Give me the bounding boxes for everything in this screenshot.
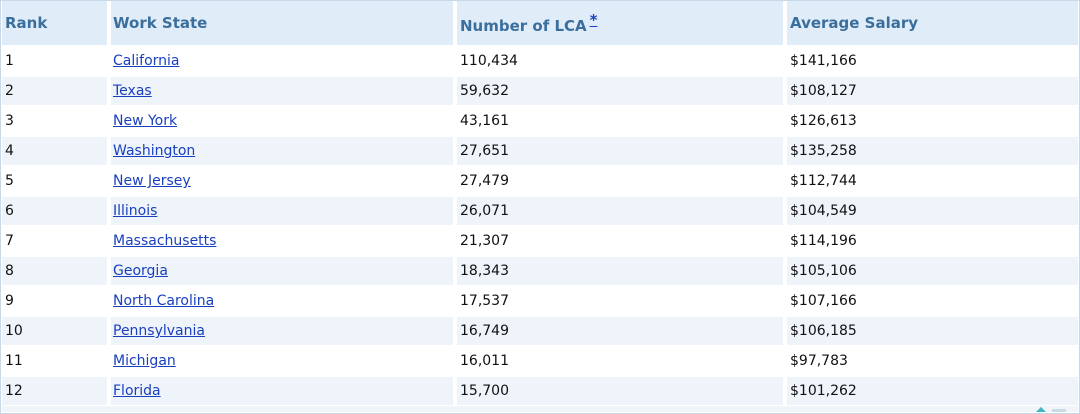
average-salary-cell: $104,549 (785, 196, 1078, 227)
work-state-cell: New Jersey (109, 166, 457, 197)
average-salary-cell: $97,783 (785, 346, 1078, 377)
rank-cell: 7 (2, 226, 111, 257)
scroll-corner (1036, 406, 1074, 412)
rank-cell: 1 (2, 46, 111, 77)
lca-by-state-table: Rank Work State Number of LCA * Average S… (2, 1, 1078, 407)
number-of-lca-cell: 59,632 (455, 76, 787, 107)
state-link[interactable]: Georgia (113, 263, 168, 279)
number-of-lca-cell: 18,343 (455, 256, 787, 287)
table-header-row: Rank Work State Number of LCA * Average S… (2, 1, 1078, 47)
table-row: 5 New Jersey 27,479 $112,744 (2, 166, 1078, 197)
state-link[interactable]: Michigan (113, 353, 176, 369)
state-link[interactable]: Massachusetts (113, 233, 217, 249)
table-row: 8 Georgia 18,343 $105,106 (2, 256, 1078, 287)
average-salary-cell: $105,106 (785, 256, 1078, 287)
state-link[interactable]: North Carolina (113, 293, 215, 309)
table-row: 2 Texas 59,632 $108,127 (2, 76, 1078, 107)
table-row: 9 North Carolina 17,537 $107,166 (2, 286, 1078, 317)
rank-cell: 6 (2, 196, 111, 227)
work-state-cell: Georgia (109, 256, 457, 287)
work-state-cell: Massachusetts (109, 226, 457, 257)
state-link[interactable]: Texas (113, 83, 152, 99)
rank-cell: 12 (2, 376, 111, 407)
work-state-cell: Michigan (109, 346, 457, 377)
horizontal-scrollbar[interactable] (2, 406, 1078, 412)
state-link[interactable]: New York (113, 113, 178, 129)
table-row: 1 California 110,434 $141,166 (2, 46, 1078, 77)
work-state-cell: North Carolina (109, 286, 457, 317)
scroll-arrow-icon[interactable] (1036, 407, 1046, 412)
average-salary-cell: $141,166 (785, 46, 1078, 77)
average-salary-cell: $101,262 (785, 376, 1078, 407)
work-state-cell: Pennsylvania (109, 316, 457, 347)
rank-cell: 2 (2, 76, 111, 107)
work-state-cell: Washington (109, 136, 457, 167)
rank-cell: 4 (2, 136, 111, 167)
table-row: 3 New York 43,161 $126,613 (2, 106, 1078, 137)
footnote-marker: * (590, 11, 598, 29)
number-of-lca-cell: 27,479 (455, 166, 787, 197)
table-row: 10 Pennsylvania 16,749 $106,185 (2, 316, 1078, 347)
number-of-lca-cell: 15,700 (455, 376, 787, 407)
average-salary-cell: $106,185 (785, 316, 1078, 347)
rank-cell: 9 (2, 286, 111, 317)
work-state-cell: Illinois (109, 196, 457, 227)
footnote-link[interactable]: * (589, 11, 598, 29)
rank-cell: 5 (2, 166, 111, 197)
header-number-of-lca: Number of LCA * (455, 1, 787, 47)
state-link[interactable]: Washington (113, 143, 196, 159)
table-row: 4 Washington 27,651 $135,258 (2, 136, 1078, 167)
work-state-cell: Florida (109, 376, 457, 407)
number-of-lca-cell: 43,161 (455, 106, 787, 137)
header-average-salary: Average Salary (785, 1, 1078, 47)
average-salary-cell: $126,613 (785, 106, 1078, 137)
header-rank: Rank (2, 1, 111, 47)
work-state-cell: Texas (109, 76, 457, 107)
average-salary-cell: $107,166 (785, 286, 1078, 317)
rank-cell: 8 (2, 256, 111, 287)
scroll-thumb[interactable] (1052, 409, 1066, 412)
number-of-lca-cell: 16,749 (455, 316, 787, 347)
rank-cell: 3 (2, 106, 111, 137)
table-body: 1 California 110,434 $141,166 2 Texas 59,632 $1… (2, 46, 1078, 407)
rank-cell: 10 (2, 316, 111, 347)
number-of-lca-cell: 27,651 (455, 136, 787, 167)
number-of-lca-cell: 17,537 (455, 286, 787, 317)
state-link[interactable]: Florida (113, 383, 161, 399)
average-salary-cell: $114,196 (785, 226, 1078, 257)
table-row: 7 Massachusetts 21,307 $114,196 (2, 226, 1078, 257)
average-salary-cell: $135,258 (785, 136, 1078, 167)
work-state-cell: New York (109, 106, 457, 137)
work-state-cell: California (109, 46, 457, 77)
number-of-lca-cell: 110,434 (455, 46, 787, 77)
state-link[interactable]: Illinois (113, 203, 158, 219)
table-row: 11 Michigan 16,011 $97,783 (2, 346, 1078, 377)
average-salary-cell: $108,127 (785, 76, 1078, 107)
number-of-lca-cell: 21,307 (455, 226, 787, 257)
state-link[interactable]: New Jersey (113, 173, 191, 189)
number-of-lca-cell: 16,011 (455, 346, 787, 377)
table-row: 12 Florida 15,700 $101,262 (2, 376, 1078, 407)
table-row: 6 Illinois 26,071 $104,549 (2, 196, 1078, 227)
state-link[interactable]: California (113, 53, 180, 69)
header-number-of-lca-label: Number of LCA (460, 17, 587, 35)
number-of-lca-cell: 26,071 (455, 196, 787, 227)
average-salary-cell: $112,744 (785, 166, 1078, 197)
state-link[interactable]: Pennsylvania (113, 323, 205, 339)
header-work-state: Work State (109, 1, 457, 47)
rank-cell: 11 (2, 346, 111, 377)
